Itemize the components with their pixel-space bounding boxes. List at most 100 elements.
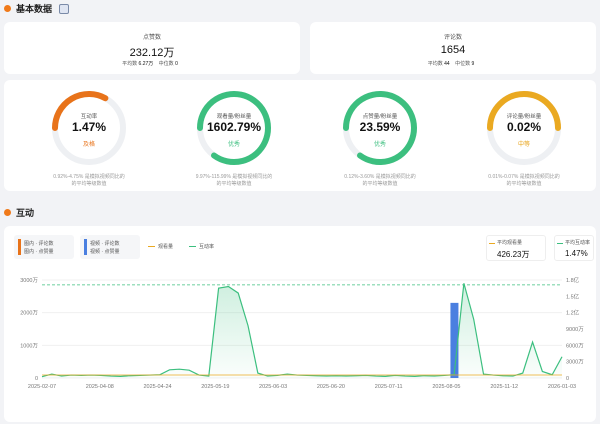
- legend-rate[interactable]: 互动率: [187, 239, 223, 255]
- x-tick: 2025-08-05: [432, 384, 460, 390]
- y-left-tick: 2000万: [20, 310, 38, 317]
- comments-median: 9: [471, 61, 475, 67]
- gauge-grade: 中等: [517, 142, 530, 148]
- views-line: [41, 283, 563, 378]
- comments-avg: 44: [444, 61, 450, 67]
- y-right-tick: 3000万: [566, 359, 584, 366]
- avg-label: 平均数: [122, 61, 138, 67]
- avg-label: 平均数: [427, 61, 443, 67]
- gauge-comments-fans: 评论量/粉丝量 0.02% 中等 0.01%-0.07% 是模拟视频同比的 的平…: [484, 88, 564, 218]
- likes-card: 点赞数 232.12万 平均数 6.27万 中位数 0: [4, 22, 300, 74]
- dash-swatch: [489, 243, 495, 244]
- gauge-grade: 及格: [82, 142, 95, 148]
- likes-avg: 6.27万: [138, 61, 154, 67]
- section-dot: [4, 209, 11, 216]
- gauge-desc: 0.01%-0.07% 是模拟视频同比的 的平均等级数值: [469, 174, 579, 188]
- likes-value: 232.12万: [129, 47, 175, 59]
- x-tick: 2025-02-07: [28, 384, 56, 390]
- gauge-desc: 0.92%-4.75% 是模拟视频同比的 的平均等级数值: [34, 174, 144, 188]
- interaction-card: 图内 · 评论数 图内 · 点赞量 视频 · 评论数 视频 · 点赞量 观看量 …: [4, 226, 596, 422]
- gauge-desc-line: 9.97%-115.99% 是模拟视频同比的: [195, 174, 273, 180]
- x-tick: 2026-01-03: [548, 384, 576, 390]
- gauge-desc-line: 0.92%-4.75% 是模拟视频同比的: [53, 174, 125, 180]
- section-title: 基本数据: [16, 4, 53, 14]
- gauge-likes-fans: 点赞量/粉丝量 23.59% 优秀 0.12%-3.60% 是模拟视频同比的 的…: [340, 88, 420, 218]
- legend-item: 视频 · 评论数: [90, 241, 120, 247]
- legend-views[interactable]: 观看量: [146, 239, 182, 255]
- legend-swatch: [18, 239, 21, 255]
- gauge-value: 23.59%: [359, 120, 401, 134]
- x-tick: 2025-07-11: [375, 384, 403, 390]
- x-tick: 2025-04-08: [86, 384, 114, 390]
- gauge-arc: [487, 91, 561, 131]
- x-tick: 2025-05-19: [201, 384, 229, 390]
- interaction-chart: 0 1000万 2000万 3000万 0 3000万 6000万 9000万 1.2亿 1.5亿…: [20, 276, 584, 390]
- legend-swatch: [84, 239, 87, 255]
- legend-box-images[interactable]: 图内 · 评论数 图内 · 点赞量: [14, 235, 74, 259]
- y-left-tick: 0: [35, 376, 38, 382]
- stat-label: 平均互动率: [565, 240, 591, 246]
- gauge-label: 观看量/粉丝量: [216, 114, 252, 120]
- legend-item: 视频 · 点赞量: [90, 249, 120, 255]
- gauge-desc-line: 0.01%-0.07% 是模拟视频同比的: [488, 174, 560, 180]
- y-left-tick: 1000万: [20, 342, 38, 349]
- comments-title: 评论数: [443, 35, 462, 41]
- gauge-desc-line: 的平均等级数值: [362, 181, 398, 187]
- gauge-desc-line: 的平均等级数值: [216, 181, 252, 187]
- median-label: 中位数: [158, 61, 174, 67]
- gauge-arc: [52, 91, 109, 131]
- gauge-grade: 优秀: [227, 142, 240, 148]
- gauge-ring: [343, 91, 417, 165]
- basic-data-header: 基本数据: [4, 2, 70, 15]
- stat-label: 平均观看量: [497, 240, 523, 246]
- y-right-tick: 0: [566, 376, 569, 382]
- comments-stats: 平均数 44 中位数 9: [310, 60, 596, 67]
- gauge-desc: 0.12%-3.60% 是模拟视频同比的 的平均等级数值: [325, 174, 435, 188]
- gauge-desc-line: 0.12%-3.60% 是模拟视频同比的: [344, 174, 416, 180]
- stat-value: 426.23万: [497, 250, 530, 259]
- gauge-arc: [197, 91, 271, 165]
- stat-value: 1.47%: [565, 249, 588, 258]
- legend-item: 互动率: [199, 244, 215, 250]
- gauges-card: 互动率 1.47% 及格 0.92%-4.75% 是模拟视频同比的 的平均等级数…: [4, 80, 596, 191]
- gauge-ring: [197, 91, 271, 165]
- comments-value: 1654: [440, 44, 466, 56]
- copy-icon[interactable]: [59, 3, 70, 14]
- likes-median: 0: [175, 61, 178, 67]
- y-right-tick: 1.5亿: [566, 292, 580, 300]
- x-tick: 2025-06-20: [317, 384, 345, 390]
- y-right-tick: 1.8亿: [566, 276, 580, 284]
- gauge-arc: [343, 91, 417, 165]
- views-area: [42, 283, 562, 378]
- dash-swatch: [557, 243, 563, 244]
- video-likes-bar[interactable]: [450, 302, 459, 378]
- y-right-tick: 6000万: [566, 342, 584, 349]
- y-right-tick: 1.2亿: [566, 309, 580, 317]
- y-right-tick: 9000万: [566, 326, 584, 333]
- gauge-label: 评论量/粉丝量: [506, 114, 542, 120]
- legend-box-videos[interactable]: 视频 · 评论数 视频 · 点赞量: [80, 235, 140, 259]
- gauge-label: 互动率: [80, 114, 98, 120]
- section-title: 互动: [16, 208, 35, 218]
- likes-title: 点赞数: [142, 35, 161, 41]
- avg-views-box: 平均观看量 426.23万: [486, 235, 546, 261]
- gauge-label: 点赞量/粉丝量: [362, 114, 398, 120]
- interaction-header: 互动: [4, 206, 34, 219]
- likes-stats: 平均数 6.27万 中位数 0: [4, 60, 300, 67]
- section-dot: [4, 5, 11, 12]
- x-tick: 2025-04-24: [143, 384, 171, 390]
- x-tick: 2025-11-12: [490, 384, 518, 390]
- gauge-grade: 优秀: [373, 142, 386, 148]
- gauge-views-fans: 观看量/粉丝量 1602.79% 优秀 9.97%-115.99% 是模拟视频同…: [194, 88, 274, 218]
- x-tick: 2025-06-03: [259, 384, 287, 390]
- legend-item: 图内 · 评论数: [24, 241, 54, 247]
- avg-rate-box: 平均互动率 1.47%: [554, 235, 594, 261]
- legend-swatch: [189, 246, 196, 247]
- gauge-ring: [487, 91, 561, 165]
- median-label: 中位数: [455, 61, 471, 67]
- gauge-value: 0.02%: [506, 120, 542, 134]
- gauge-ring: [52, 91, 126, 165]
- comments-card: 评论数 1654 平均数 44 中位数 9: [310, 22, 596, 74]
- gauge-interaction-rate: 互动率 1.47% 及格 0.92%-4.75% 是模拟视频同比的 的平均等级数…: [49, 88, 129, 218]
- gauge-value: 1.47%: [71, 120, 107, 134]
